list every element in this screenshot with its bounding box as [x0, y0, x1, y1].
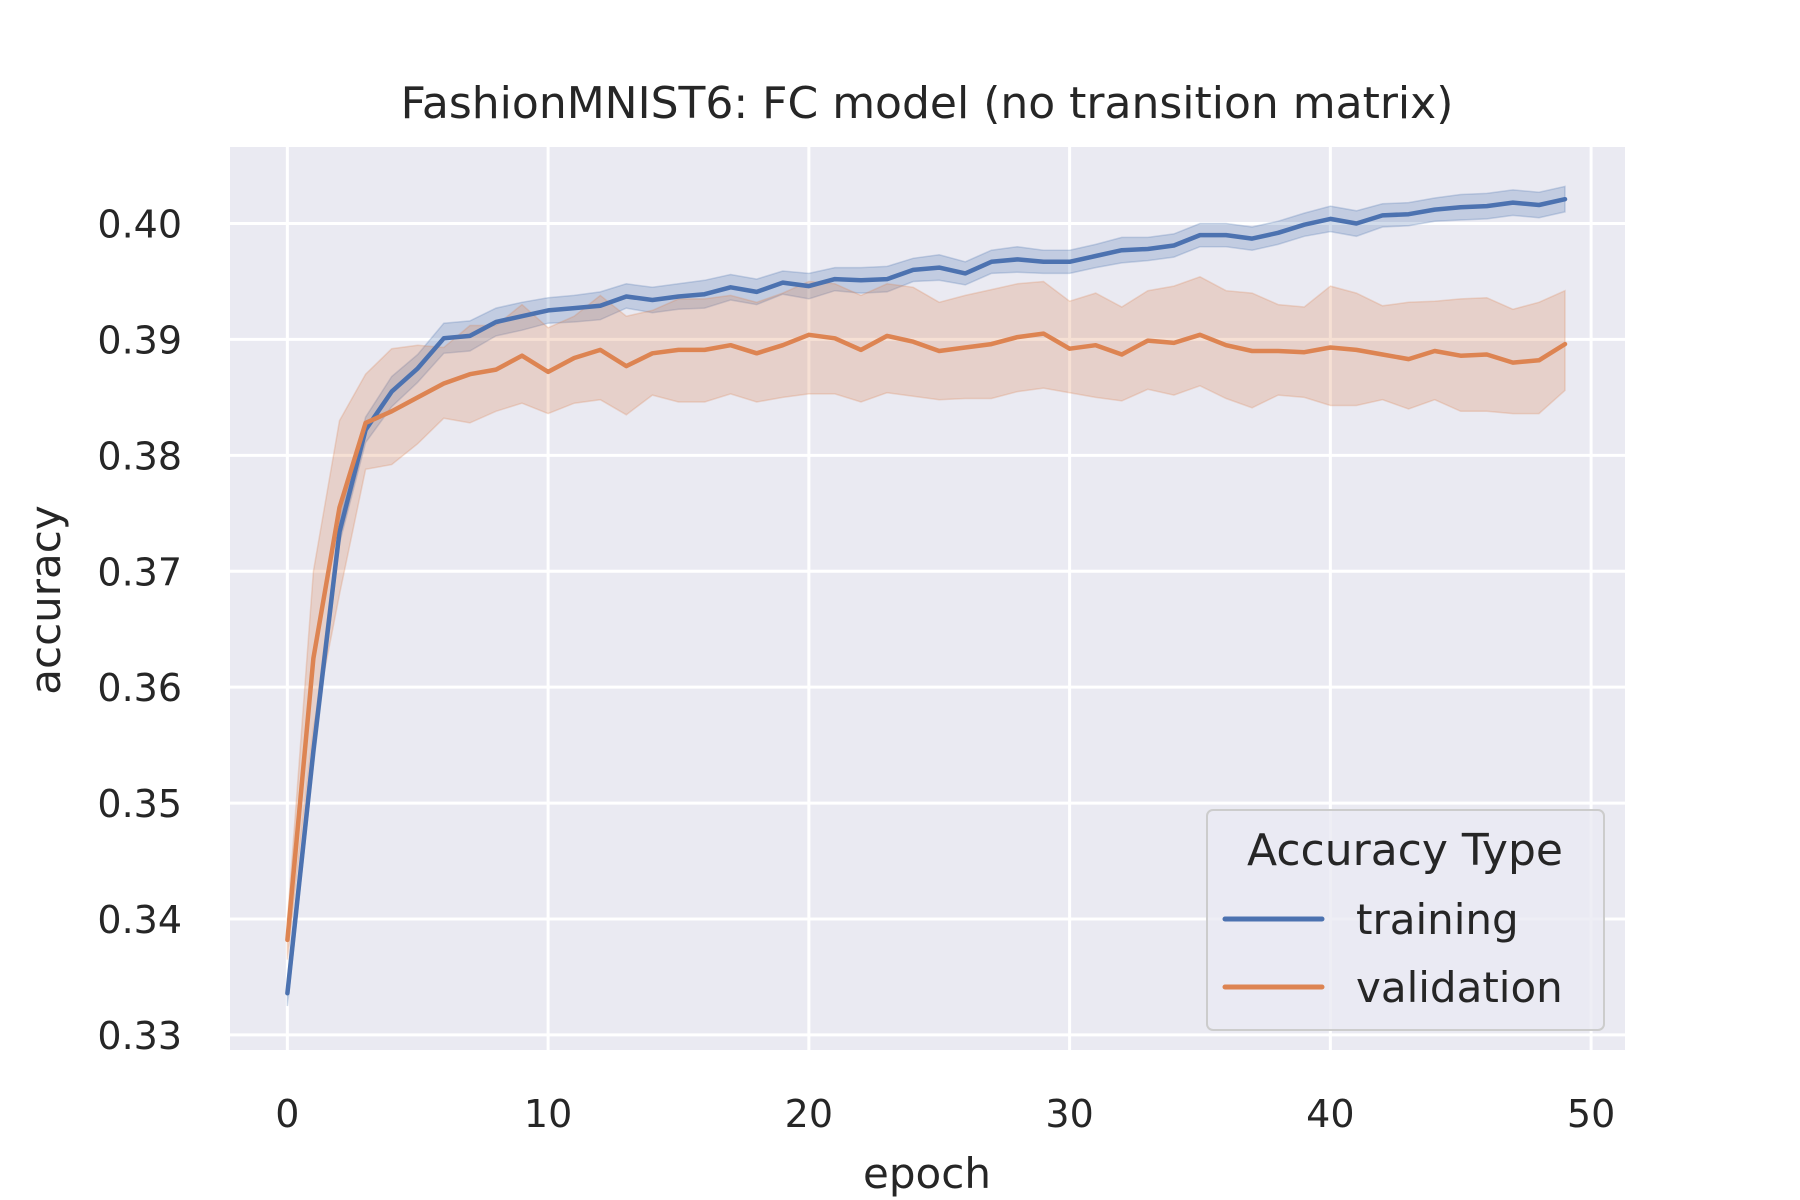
- legend: Accuracy Type training validation: [1206, 809, 1605, 1031]
- legend-title: Accuracy Type: [1247, 825, 1563, 876]
- x-tick-labels: 0 10 20 30 40 50: [275, 1092, 1615, 1136]
- x-tick-label: 40: [1306, 1092, 1354, 1136]
- y-tick-label: 0.34: [97, 898, 182, 942]
- x-tick-label: 0: [275, 1092, 299, 1136]
- x-tick-label: 10: [524, 1092, 572, 1136]
- x-tick-label: 30: [1045, 1092, 1093, 1136]
- chart-title: FashionMNIST6: FC model (no transition m…: [401, 78, 1454, 129]
- x-tick-label: 50: [1567, 1092, 1615, 1136]
- training-series-line: [285, 196, 1568, 996]
- y-tick-label: 0.38: [97, 434, 182, 478]
- y-tick-labels: 0.33 0.34 0.35 0.36 0.37 0.38 0.39 0.40: [97, 203, 182, 1058]
- y-tick-label: 0.39: [97, 318, 182, 362]
- y-tick-label: 0.40: [97, 203, 182, 247]
- grid-lines: [230, 147, 1625, 1050]
- x-axis-label: epoch: [863, 1149, 991, 1198]
- legend-label-validation: validation: [1356, 963, 1563, 1012]
- validation-series-line: [285, 331, 1568, 943]
- x-tick-label: 20: [785, 1092, 833, 1136]
- validation-confidence-band: [286, 275, 1566, 960]
- legend-box: [1206, 809, 1605, 1031]
- y-tick-label: 0.37: [97, 550, 182, 594]
- y-tick-label: 0.33: [97, 1014, 182, 1058]
- y-tick-label: 0.35: [97, 782, 182, 826]
- y-tick-label: 0.36: [97, 666, 182, 710]
- confidence-bands: [286, 185, 1566, 1007]
- y-axis-label: accuracy: [21, 505, 70, 695]
- series-lines: [285, 196, 1568, 996]
- legend-label-training: training: [1356, 895, 1519, 944]
- training-confidence-band: [286, 185, 1566, 1007]
